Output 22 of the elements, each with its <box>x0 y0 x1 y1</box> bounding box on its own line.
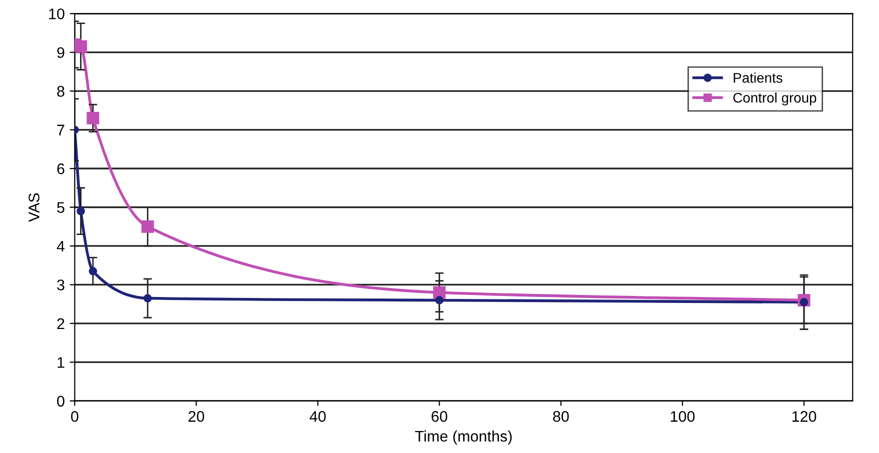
x-tick-label: 60 <box>432 411 448 422</box>
x-axis-title: Time (months) <box>415 430 512 445</box>
y-axis-title: VAS <box>28 193 40 222</box>
y-tick-label: 2 <box>57 318 64 329</box>
x-tick-label: 40 <box>310 411 326 422</box>
x-tick-label: 100 <box>670 411 695 422</box>
y-tick-label: 9 <box>57 47 64 58</box>
y-tick-label: 0 <box>57 396 64 407</box>
y-tick-label: 8 <box>57 86 64 97</box>
y-tick-label: 7 <box>57 124 64 136</box>
x-tick-label: 80 <box>553 411 569 422</box>
y-tick-label: 10 <box>49 8 64 20</box>
y-tick-label: 3 <box>57 280 64 290</box>
x-tick-label: 120 <box>792 411 816 422</box>
legend-label: Patients <box>734 72 782 83</box>
x-tick-label: 0 <box>71 411 78 422</box>
y-tick-label: 5 <box>57 202 64 213</box>
y-tick-label: 1 <box>58 357 64 368</box>
legend-label: Control group <box>733 92 816 106</box>
y-tick-label: 4 <box>56 241 65 252</box>
y-tick-label: 6 <box>57 163 64 174</box>
x-tick-label: 20 <box>188 411 204 422</box>
